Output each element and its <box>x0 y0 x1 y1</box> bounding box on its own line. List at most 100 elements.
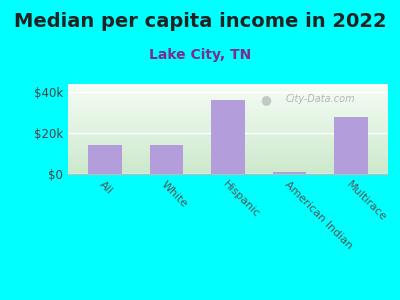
Bar <box>68 166 388 167</box>
Bar <box>68 118 388 119</box>
Bar <box>68 162 388 163</box>
Bar <box>68 136 388 137</box>
Bar <box>68 90 388 91</box>
Bar <box>68 110 388 111</box>
Bar <box>68 171 388 172</box>
Bar <box>68 91 388 92</box>
Bar <box>68 173 388 174</box>
Bar <box>68 109 388 110</box>
Bar <box>68 121 388 122</box>
Bar <box>68 143 388 144</box>
Bar <box>68 86 388 87</box>
Bar <box>68 117 388 118</box>
Bar <box>68 101 388 102</box>
Bar <box>68 130 388 131</box>
Bar <box>68 95 388 96</box>
Bar <box>68 127 388 128</box>
Bar <box>68 169 388 170</box>
Bar <box>68 154 388 155</box>
Bar <box>68 139 388 140</box>
Bar <box>68 94 388 95</box>
Bar <box>68 138 388 139</box>
Bar <box>68 106 388 107</box>
Bar <box>334 117 368 174</box>
Bar <box>68 97 388 98</box>
Bar <box>68 137 388 138</box>
Bar <box>68 87 388 88</box>
Bar <box>68 108 388 109</box>
Bar <box>68 132 388 133</box>
Bar <box>68 151 388 152</box>
Bar <box>68 164 388 165</box>
Bar <box>211 100 245 174</box>
Bar <box>68 92 388 93</box>
Bar <box>68 103 388 104</box>
Bar <box>68 165 388 166</box>
Bar <box>68 120 388 121</box>
Bar <box>68 102 388 103</box>
Bar <box>68 99 388 100</box>
Bar <box>68 114 388 115</box>
Bar <box>68 161 388 162</box>
Bar <box>150 146 183 174</box>
Bar <box>68 146 388 147</box>
Bar <box>68 105 388 106</box>
Bar <box>68 129 388 130</box>
Bar <box>68 89 388 90</box>
Bar <box>68 160 388 161</box>
Bar <box>88 146 122 174</box>
Bar <box>68 160 388 161</box>
Bar <box>68 128 388 129</box>
Bar <box>68 111 388 112</box>
Bar <box>68 158 388 159</box>
Bar <box>68 116 388 117</box>
Bar <box>68 115 388 116</box>
Bar <box>68 93 388 94</box>
Bar <box>68 168 388 169</box>
Bar <box>68 135 388 136</box>
Bar <box>68 113 388 114</box>
Bar <box>68 124 388 125</box>
Bar <box>68 153 388 154</box>
Bar <box>68 167 388 168</box>
Bar <box>68 119 388 120</box>
Bar <box>68 157 388 158</box>
Bar <box>68 104 388 105</box>
Bar <box>68 148 388 149</box>
Bar <box>68 100 388 101</box>
Bar <box>68 144 388 145</box>
Bar <box>68 131 388 132</box>
Bar <box>68 155 388 156</box>
Bar <box>68 149 388 150</box>
Bar <box>68 172 388 173</box>
Bar <box>68 152 388 153</box>
Bar <box>68 107 388 108</box>
Text: Lake City, TN: Lake City, TN <box>149 48 251 62</box>
Bar <box>68 88 388 89</box>
Bar <box>68 126 388 127</box>
Bar <box>68 142 388 143</box>
Bar <box>68 156 388 157</box>
Bar <box>68 96 388 97</box>
Bar <box>68 85 388 86</box>
Bar <box>68 170 388 171</box>
Bar <box>68 169 388 170</box>
Bar <box>68 125 388 126</box>
Text: Median per capita income in 2022: Median per capita income in 2022 <box>14 12 386 31</box>
Bar <box>68 134 388 135</box>
Bar <box>68 133 388 134</box>
Bar <box>68 112 388 113</box>
Bar <box>68 150 388 151</box>
Bar <box>68 85 388 86</box>
Text: ●: ● <box>260 93 271 106</box>
Text: City-Data.com: City-Data.com <box>286 94 355 104</box>
Bar <box>68 147 388 148</box>
Bar <box>68 159 388 160</box>
Bar <box>68 100 388 101</box>
Bar <box>68 145 388 146</box>
Bar <box>68 141 388 142</box>
Bar <box>68 84 388 85</box>
Bar <box>68 140 388 141</box>
Bar <box>68 163 388 164</box>
Bar <box>68 122 388 123</box>
